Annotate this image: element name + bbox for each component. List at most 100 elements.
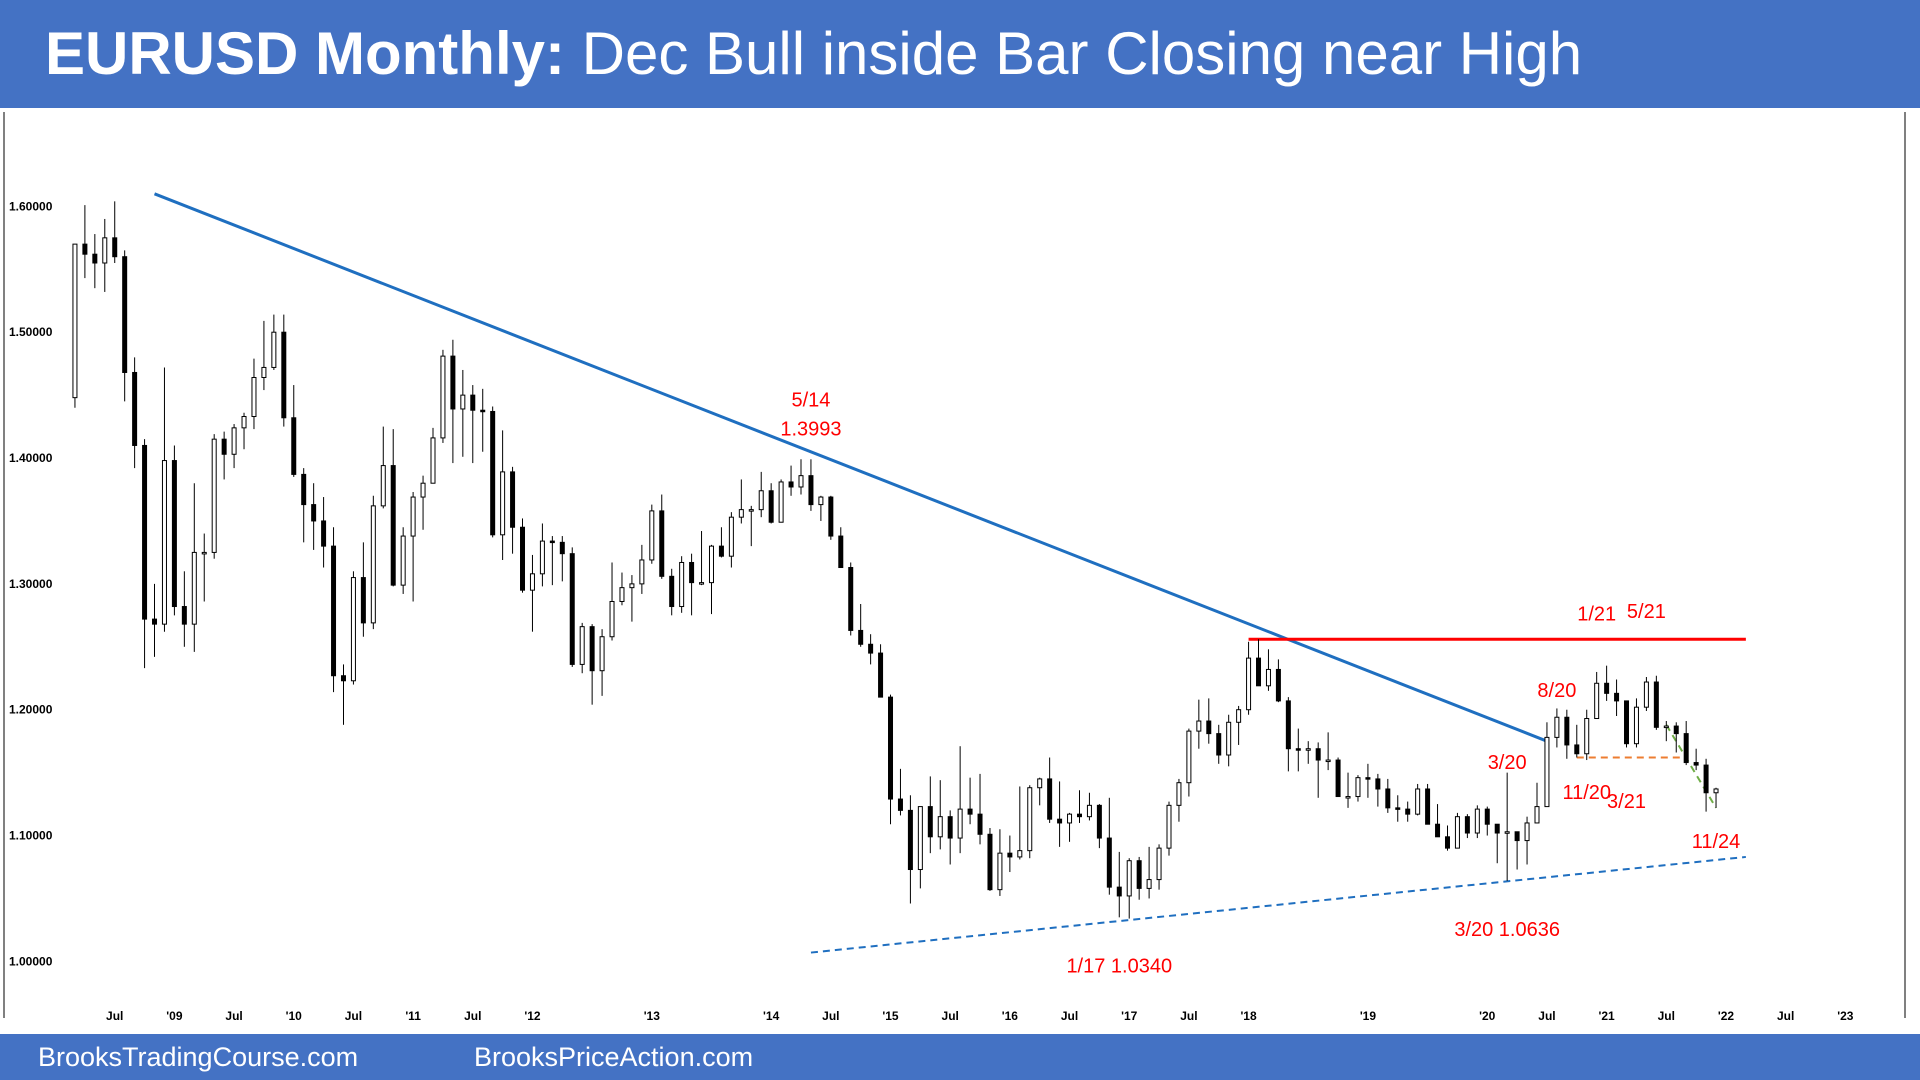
candle: [1544, 722, 1550, 808]
candle: [868, 634, 874, 665]
candle: [818, 495, 824, 521]
candle: [1375, 773, 1381, 807]
candle: [738, 479, 744, 524]
candle: [1584, 709, 1590, 761]
candle: [281, 314, 287, 427]
candle: [748, 505, 754, 547]
candle: [788, 465, 794, 496]
candle: [370, 495, 376, 630]
bear-candle-body: [1057, 818, 1063, 824]
bear-candle-body: [181, 606, 187, 625]
annotation-label: 11/24: [1692, 831, 1741, 853]
bear-candle-body: [1136, 860, 1142, 889]
x-tick-label: '16: [1002, 1009, 1019, 1023]
bear-candle-body: [510, 471, 516, 528]
candle: [1047, 757, 1053, 823]
bear-candle-body: [549, 540, 555, 544]
bull-candle-body: [271, 331, 277, 368]
candle: [1534, 782, 1540, 824]
candle: [490, 406, 496, 538]
y-tick-label: 1.50000: [9, 325, 53, 339]
bear-candle-body: [122, 256, 128, 373]
dashed-trendline: [810, 855, 1746, 954]
candle: [1345, 772, 1351, 808]
bull-candle-body: [639, 559, 645, 585]
bull-candle-body: [1355, 777, 1361, 798]
bull-candle-body: [72, 243, 78, 399]
annotation-label: 3/21: [1607, 791, 1646, 813]
candle: [599, 629, 605, 696]
candle: [1315, 742, 1321, 798]
bear-candle-body: [450, 355, 456, 410]
bull-candle-body: [609, 600, 615, 638]
candle: [221, 431, 227, 480]
footer-link-brookspriceaction[interactable]: BrooksPriceAction.com: [474, 1042, 754, 1072]
candle: [1693, 748, 1699, 771]
candle: [1633, 698, 1639, 748]
bear-candle-body: [947, 816, 953, 839]
x-tick-label: Jul: [822, 1009, 839, 1023]
candle: [947, 810, 953, 865]
candle: [1703, 758, 1709, 812]
candle: [1166, 801, 1172, 856]
bear-candle-body: [1375, 778, 1381, 790]
candle: [1156, 844, 1162, 890]
bear-candle-body: [1574, 744, 1580, 755]
candle: [907, 795, 913, 904]
bear-candle-body: [1216, 733, 1222, 756]
bear-candle-body: [1435, 823, 1441, 838]
annotations: 5/14 1.3993 1/21 5/21 8/20 3/20 11/203/21 11/24…: [780, 389, 1740, 977]
bull-candle-body: [917, 806, 923, 871]
candle: [1325, 732, 1331, 771]
candle: [897, 768, 903, 816]
candle: [699, 531, 705, 586]
bear-candle-body: [142, 444, 148, 620]
bull-candle-body: [1474, 808, 1480, 834]
candle: [1176, 778, 1182, 822]
candle: [350, 571, 356, 685]
bear-candle-body: [808, 475, 814, 506]
candle: [1355, 775, 1361, 802]
bear-candle-body: [1494, 823, 1500, 834]
bear-candle-body: [1096, 804, 1102, 839]
bear-candle-body: [1385, 788, 1391, 809]
candle: [390, 429, 396, 587]
annotation-label: 1/21: [1577, 603, 1616, 625]
bear-candle-body: [490, 410, 496, 536]
x-axis: Jul '09 Jul '10 Jul '11 Jul '12 '13 '14 Jul '15 Jul '…: [106, 1009, 1854, 1023]
candle: [191, 483, 197, 652]
x-tick-label: Jul: [942, 1009, 959, 1023]
bear-candle-body: [92, 253, 98, 264]
bear-candle-body: [1116, 886, 1122, 897]
bear-candle-body: [718, 545, 724, 557]
bear-candle-body: [82, 243, 88, 255]
candle: [1216, 724, 1222, 764]
candle: [967, 777, 973, 825]
candle: [311, 483, 317, 550]
candle: [1683, 721, 1689, 766]
candle: [82, 205, 88, 279]
bull-candle-body: [1236, 709, 1242, 723]
candle: [480, 388, 486, 452]
candle: [510, 466, 516, 554]
candle: [1425, 783, 1431, 825]
bull-candle-body: [679, 561, 685, 608]
footer-link-brookstradingcourse[interactable]: BrooksTradingCourse.com: [38, 1042, 359, 1072]
candle: [569, 547, 575, 667]
bull-candle-body: [1226, 721, 1232, 756]
bull-candle-body: [937, 816, 943, 838]
bull-candle-body: [758, 490, 764, 511]
candle: [1415, 783, 1421, 816]
bull-candle-body: [619, 587, 625, 602]
bull-candle-body: [400, 535, 406, 586]
candle: [1643, 676, 1649, 711]
bull-candle-body: [1067, 813, 1073, 824]
candle: [1624, 700, 1630, 748]
x-tick-label: Jul: [225, 1009, 242, 1023]
bull-candle-body: [708, 545, 714, 584]
bear-candle-body: [1604, 682, 1610, 694]
bull-candle-body: [1454, 816, 1460, 849]
candle: [112, 201, 118, 263]
candle: [679, 556, 685, 613]
bear-candle-body: [888, 696, 894, 800]
